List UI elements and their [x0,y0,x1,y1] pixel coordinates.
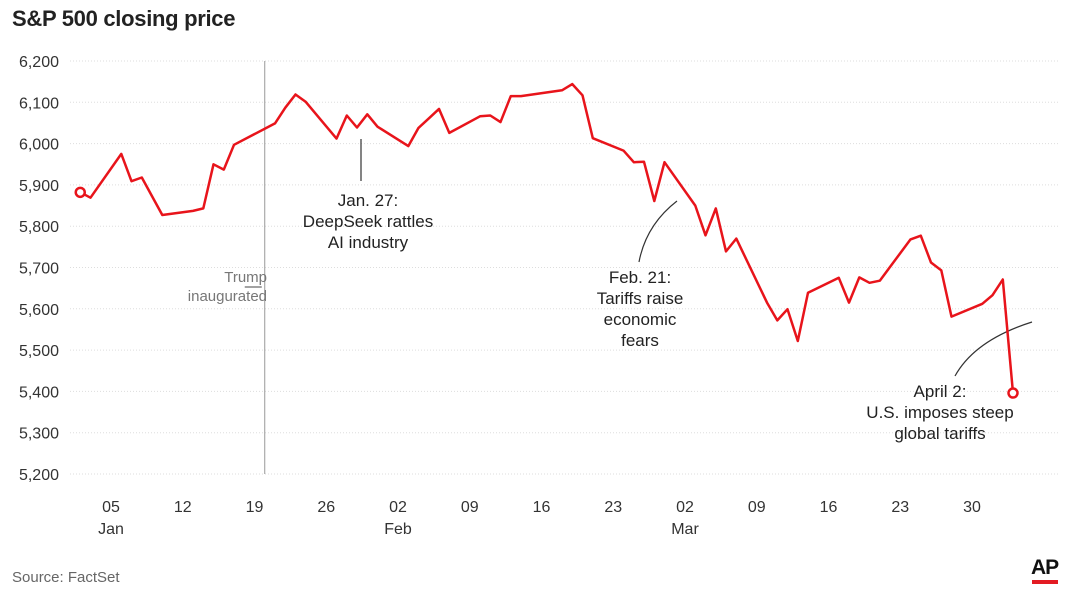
inauguration-reference: Trump inaugurated [188,61,267,474]
start-point-marker [74,186,86,199]
series-line [79,82,1015,395]
x-tick-label: 30 [963,499,981,516]
annotation-feb-tariffs-line: economic [604,310,677,329]
y-tick-label: 6,100 [19,95,59,112]
end-point-marker [1007,387,1019,399]
annotation-deepseek-line: DeepSeek rattles [303,212,433,231]
y-tick-label: 6,200 [19,54,59,71]
annotation-leaders [360,139,1033,377]
annotation-feb-tariffs-line: Tariffs raise [597,289,684,308]
x-tick-label: 02 [676,499,694,516]
ap-logo: AP [1031,556,1059,579]
leader-tariffs-feb [638,200,678,263]
y-tick-label: 5,800 [19,219,59,236]
x-tick-label: 05 [102,499,120,516]
x-tick-label: 26 [317,499,335,516]
y-axis-ticks: 6,200 6,100 6,000 5,900 5,800 5,700 5,600 5,500… [19,54,59,484]
x-month-label: Jan [98,521,124,538]
y-tick-label: 6,000 [19,137,59,154]
ap-logo-bar [1032,580,1058,584]
y-tick-label: 5,700 [19,261,59,278]
x-tick-label: 12 [174,499,192,516]
annotation-april-tariffs-line: global tariffs [894,424,985,443]
x-tick-label: 02 [389,499,407,516]
x-axis-ticks: 05 Jan 12 19 26 02 Feb 09 16 23 02 Mar 09 16 23 30 [98,499,981,538]
chart-title: S&P 500 closing price [12,6,236,31]
y-tick-label: 5,500 [19,343,59,360]
annotation-deepseek-line: Jan. 27: [338,191,399,210]
x-tick-label: 23 [604,499,622,516]
y-tick-label: 5,200 [19,467,59,484]
x-tick-label: 16 [820,499,838,516]
x-month-label: Feb [384,521,412,538]
annotation-inauguration-line: inaugurated [188,288,267,305]
annotation-feb-tariffs-line: Feb. 21: [609,268,671,287]
annotation-april-tariffs-line: April 2: [914,382,967,401]
annotation-deepseek-line: AI industry [328,233,409,252]
x-tick-label: 09 [748,499,766,516]
y-tick-label: 5,600 [19,302,59,319]
annotation-april-tariffs-line: U.S. imposes steep [866,403,1013,422]
annotation-inauguration-line: Trump [224,269,267,286]
x-tick-label: 09 [461,499,479,516]
x-tick-label: 16 [533,499,551,516]
series-layer [74,82,1019,399]
x-month-label: Mar [671,521,699,538]
source-note: Source: FactSet [12,569,120,586]
annotations: Jan. 27: DeepSeek rattles AI industry Feb. … [303,191,1014,443]
leader-tariffs-april [954,321,1033,377]
y-tick-label: 5,400 [19,384,59,401]
annotation-feb-tariffs-line: fears [621,331,659,350]
x-tick-label: 23 [891,499,909,516]
y-tick-label: 5,900 [19,178,59,195]
y-tick-label: 5,300 [19,426,59,443]
x-tick-label: 19 [246,499,264,516]
